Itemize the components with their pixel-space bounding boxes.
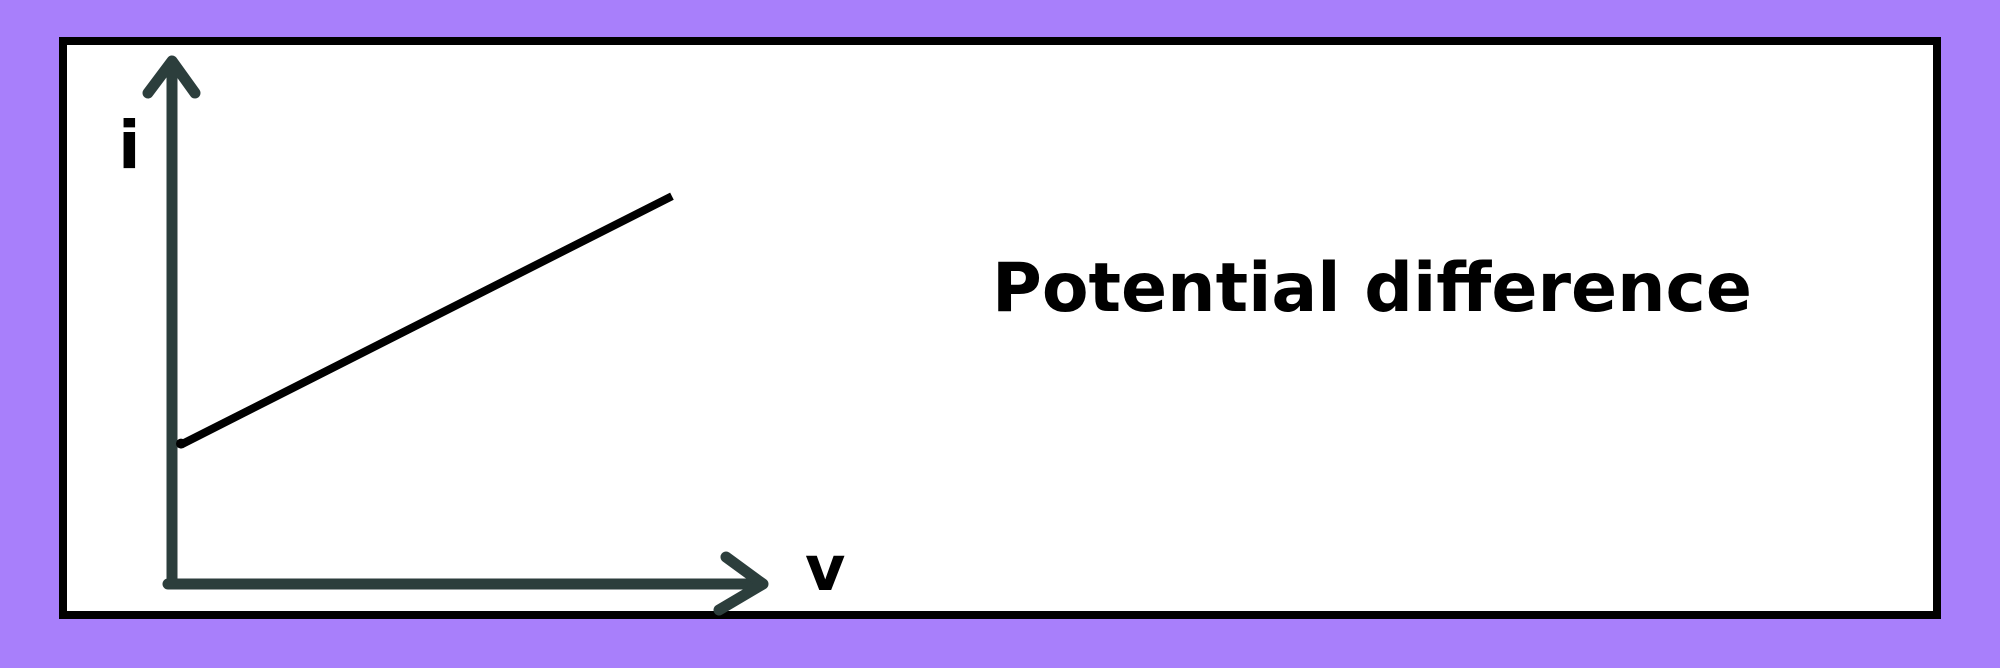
x-axis	[162, 551, 769, 616]
y-axis-label: i	[118, 107, 141, 184]
data-line-start-cap	[176, 438, 186, 449]
y-axis	[142, 55, 201, 590]
y-axis-arrowhead	[142, 55, 201, 99]
diagram-panel	[59, 37, 1941, 619]
x-axis-arrowhead	[713, 551, 769, 616]
x-axis-label: v	[805, 532, 846, 605]
caption-potential-difference: Potential difference	[992, 249, 1752, 328]
data-line	[179, 192, 674, 449]
